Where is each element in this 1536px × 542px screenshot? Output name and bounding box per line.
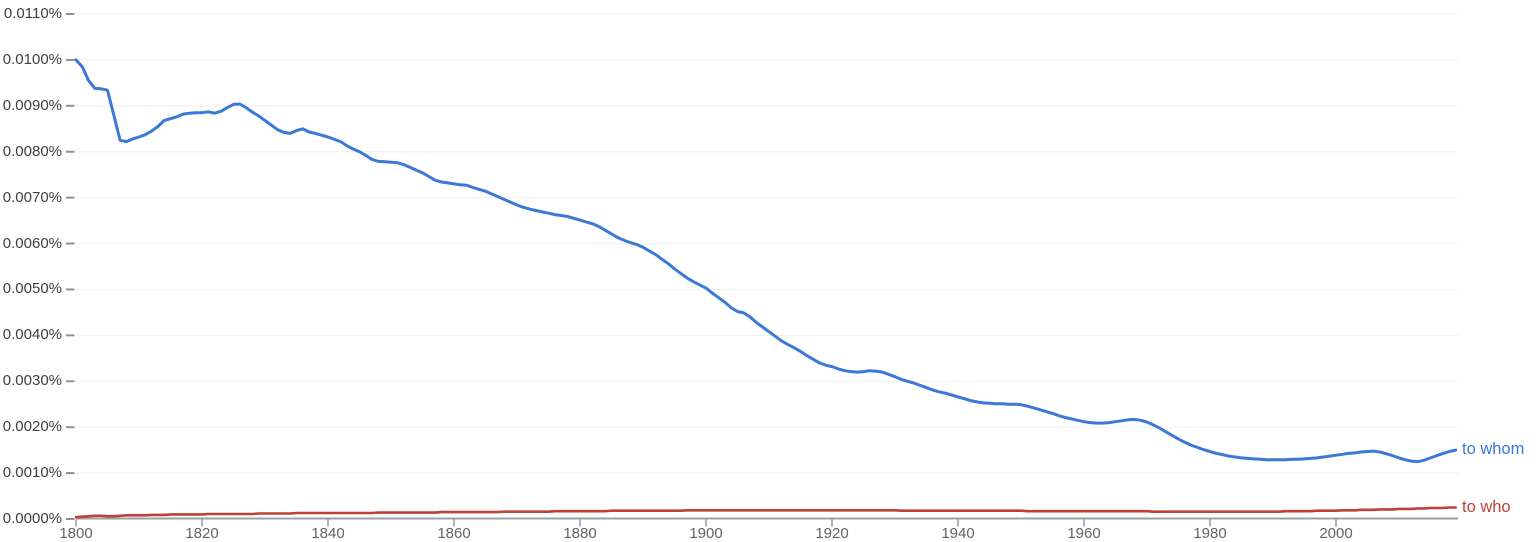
y-axis-label: 0.0050% — [2, 280, 62, 298]
y-axis-label: 0.0070% — [2, 188, 62, 206]
y-axis-label: 0.0000% — [2, 510, 62, 527]
x-axis-label: 1820 — [185, 525, 219, 542]
x-axis-label: 1800 — [59, 525, 93, 542]
x-axis-label: 1880 — [563, 525, 597, 542]
y-axis-label: 0.0020% — [2, 418, 62, 436]
series-label-to-whom[interactable]: to whom — [1462, 440, 1525, 459]
series-label-to-who[interactable]: to who — [1462, 497, 1511, 516]
x-axis-label: 1900 — [689, 525, 723, 542]
x-axis-label: 2000 — [1319, 525, 1353, 542]
x-axis-label: 1940 — [941, 525, 975, 542]
y-axis-label: 0.0090% — [2, 96, 62, 114]
series-line-to-who[interactable] — [74, 506, 1457, 519]
x-axis-label: 1920 — [815, 525, 849, 542]
y-axis-label: 0.0060% — [2, 234, 62, 252]
x-axis-label: 1980 — [1193, 525, 1227, 542]
y-axis-label: 0.0040% — [2, 326, 62, 344]
y-axis-label: 0.0100% — [2, 50, 62, 68]
series-line-to-whom[interactable] — [74, 58, 1458, 464]
x-axis-label: 1860 — [437, 525, 471, 542]
y-axis-label: 0.0110% — [3, 5, 62, 22]
y-axis-label: 0.0030% — [2, 372, 62, 390]
x-axis-label: 1960 — [1067, 525, 1101, 542]
y-axis-label: 0.0010% — [2, 464, 62, 482]
y-axis-label: 0.0080% — [2, 142, 62, 160]
x-axis-label: 1840 — [311, 525, 345, 542]
